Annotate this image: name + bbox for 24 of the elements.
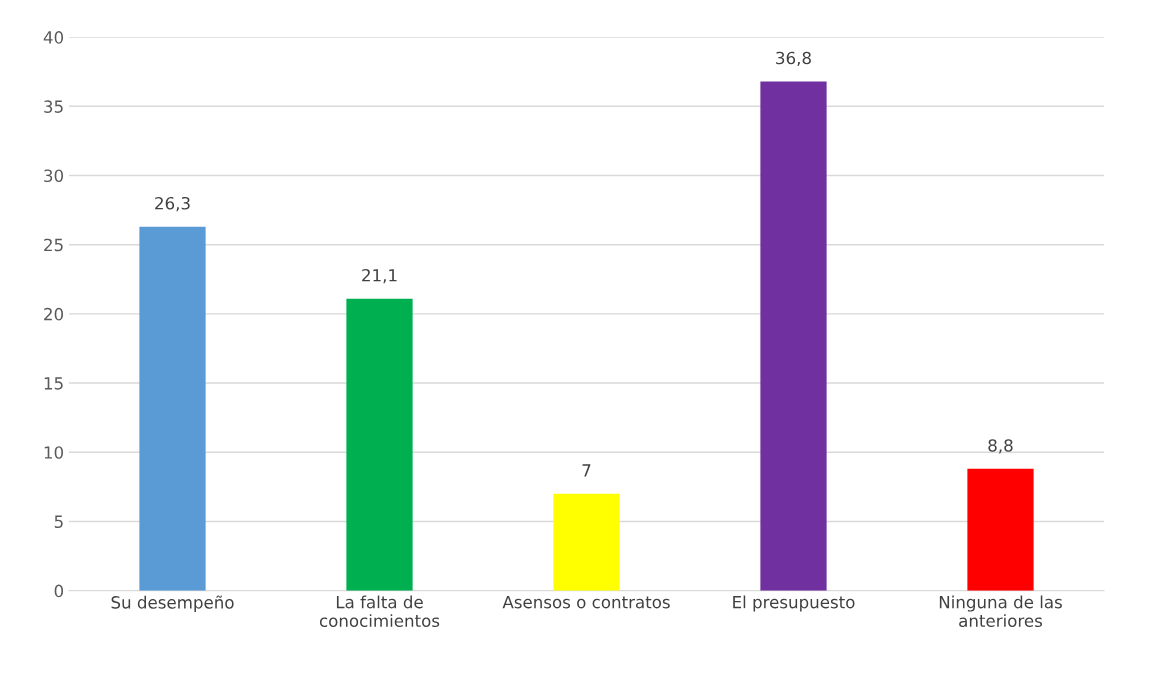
- y-tick-label: 0: [54, 584, 64, 598]
- data-label: 8,8: [988, 439, 1013, 454]
- y-tick-label: 10: [44, 446, 64, 459]
- y-tick-label: 40: [43, 31, 64, 44]
- bar: [967, 468, 1034, 591]
- y-tick-label: 15: [44, 377, 63, 390]
- y-tick-label: 30: [44, 169, 64, 183]
- bar: [553, 493, 620, 591]
- data-label: 26,3: [155, 196, 190, 212]
- y-tick-label: 25: [44, 238, 63, 252]
- x-tick-label: La falta de conocimientos: [319, 595, 440, 628]
- y-tick-label: 20: [44, 307, 64, 321]
- x-tick-label: El presupuesto: [733, 595, 855, 612]
- data-label: 7: [582, 464, 591, 477]
- x-tick-label: Ninguna de las anteriores: [939, 595, 1062, 628]
- x-tick-label: Asensos o contratos: [502, 596, 670, 609]
- bar: [346, 298, 413, 591]
- data-label: 21,1: [362, 268, 397, 284]
- bar: [139, 226, 206, 591]
- y-tick-label: 5: [54, 515, 63, 529]
- bar: [760, 81, 827, 591]
- y-tick-label: 35: [44, 100, 63, 113]
- data-label: 36,8: [776, 51, 811, 66]
- x-tick-label: Su desempeño: [111, 595, 234, 612]
